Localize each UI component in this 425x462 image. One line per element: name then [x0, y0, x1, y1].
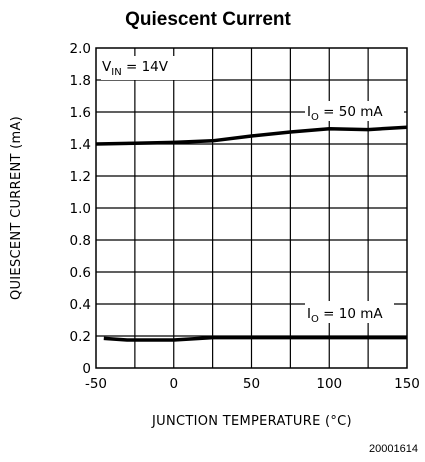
plot-frame [95, 47, 408, 369]
y-tick-label: 1.6 [70, 105, 91, 121]
y-tick-label: 2.0 [70, 41, 91, 57]
y-tick-label: 0 [82, 361, 91, 377]
y-tick-labels: 0 0.2 0.4 0.6 0.8 1.0 1.2 1.4 1.6 1.8 2.0 [70, 41, 91, 377]
x-tick-label: -50 [85, 376, 107, 392]
y-tick-label: 0.2 [70, 329, 91, 345]
y-tick-label: 1.4 [70, 137, 91, 153]
x-axis-label: JUNCTION TEMPERATURE (°C) [151, 414, 352, 429]
io-10-label-bg [305, 301, 394, 323]
chart-title: Quiescent Current [125, 9, 291, 30]
y-tick-label: 0.6 [70, 265, 91, 281]
condition-label: VIN = 14V [102, 59, 169, 78]
io-50-label-bg [305, 101, 404, 121]
io-10-label: IO = 10 mA [307, 306, 383, 325]
y-axis-label: QUIESCENT CURRENT (mA) [9, 116, 24, 300]
y-tick-label: 1.2 [70, 169, 91, 185]
x-tick-label: 150 [394, 376, 420, 392]
series-line-2 [103, 335, 407, 342]
y-tick-label: 1.0 [70, 201, 91, 217]
condition-label-bg [101, 56, 212, 80]
io-50-label: IO = 50 mA [307, 104, 383, 123]
y-tick-label: 1.8 [70, 73, 91, 89]
x-tick-label: 100 [316, 376, 342, 392]
y-tick-label: 0.8 [70, 233, 91, 249]
x-tick-labels: -50 0 50 100 150 [85, 376, 420, 392]
x-tick-label: 50 [243, 376, 260, 392]
figure-id: 20001614 [369, 443, 418, 455]
x-tick-label: 0 [169, 376, 178, 392]
series-line-1 [95, 125, 408, 146]
series-group [95, 125, 408, 342]
y-tick-label: 0.4 [70, 297, 91, 313]
